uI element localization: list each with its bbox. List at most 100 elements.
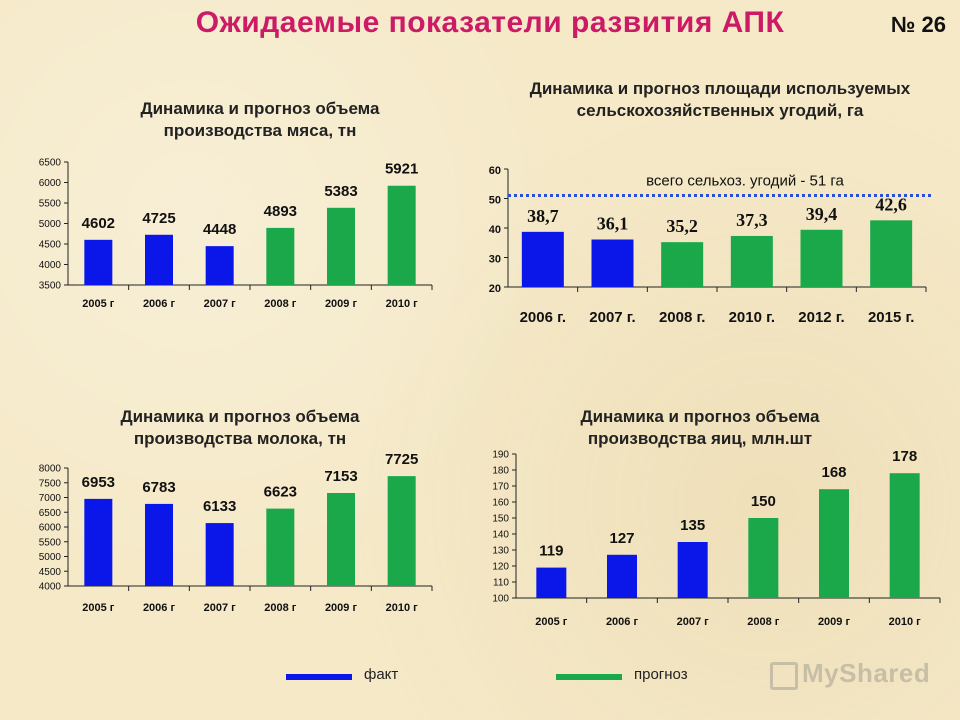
x-category-label: 2012 г.	[798, 309, 844, 326]
y-tick-label: 3500	[39, 281, 62, 292]
bar-value-label: 7153	[324, 468, 357, 485]
bar	[677, 542, 708, 598]
y-tick-label: 120	[492, 562, 509, 573]
y-tick-label: 6500	[39, 508, 62, 519]
y-tick-label: 130	[492, 546, 509, 557]
y-tick-label: 5000	[39, 552, 62, 563]
bar-value-label: 178	[892, 448, 917, 465]
x-category-label: 2005 г	[82, 298, 115, 310]
bar-value-label: 36,1	[597, 214, 629, 234]
y-tick-label: 140	[492, 530, 509, 541]
y-tick-label: 160	[492, 498, 509, 509]
y-tick-label: 180	[492, 466, 509, 477]
meat-chart-title: Динамика и прогноз объема производства м…	[140, 99, 380, 140]
x-category-label: 2008 г	[264, 298, 297, 310]
bar-value-label: 4893	[264, 203, 297, 220]
bar	[607, 554, 637, 598]
x-category-label: 2008 г	[747, 616, 780, 628]
bar	[266, 508, 295, 586]
legend-forecast-label: прогноз	[634, 666, 688, 683]
bar-value-label: 37,3	[736, 210, 768, 230]
y-tick-label: 50	[489, 195, 501, 207]
watermark-logo-icon	[770, 662, 798, 690]
eggs-chart-title: Динамика и прогноз объема производства я…	[580, 407, 820, 448]
bar	[591, 239, 634, 287]
bar	[387, 476, 416, 586]
bar	[266, 227, 295, 285]
bar-value-label: 6623	[264, 484, 297, 501]
y-tick-label: 4500	[39, 240, 62, 251]
y-tick-label: 6000	[39, 178, 62, 189]
bar	[661, 242, 704, 287]
bar	[521, 231, 564, 287]
page-title: Ожидаемые показатели развития АПК	[195, 6, 785, 39]
milk-chart: 4000 4500 5000 5500 6000 6500 7000 7500 8000 6953…	[39, 451, 433, 614]
legend-fact-label: факт	[364, 666, 399, 683]
y-tick-label: 6500	[39, 158, 62, 169]
y-tick-label: 4000	[39, 582, 62, 593]
x-category-label: 2008 г.	[659, 309, 705, 326]
eggs-chart: 100 110 120 130 140 150 160 170 180 190 119 2005 г 1…	[492, 448, 941, 628]
bar-value-label: 39,4	[806, 204, 838, 224]
y-tick-label: 5500	[39, 199, 62, 210]
bar-value-label: 127	[609, 530, 634, 547]
y-tick-label: 60	[489, 165, 501, 177]
x-category-label: 2010 г.	[729, 309, 775, 326]
bar-value-label: 168	[821, 464, 846, 481]
reference-line-label: всего сельхоз. угодий - 51 га	[646, 173, 844, 190]
bar-value-label: 42,6	[875, 194, 907, 214]
bar-value-label: 135	[680, 517, 705, 534]
x-category-label: 2006 г	[606, 616, 639, 628]
y-tick-label: 7000	[39, 493, 62, 504]
bar	[800, 229, 843, 287]
legend-fact-swatch	[286, 674, 352, 680]
bar	[84, 498, 113, 586]
bar-value-label: 150	[751, 493, 776, 510]
bar	[536, 567, 567, 598]
y-tick-label: 5500	[39, 537, 62, 548]
bar	[205, 246, 234, 285]
y-tick-label: 5000	[39, 219, 62, 230]
y-tick-label: 110	[493, 578, 509, 589]
bar	[819, 489, 849, 598]
bar-value-label: 35,2	[666, 216, 698, 236]
bar	[205, 523, 234, 586]
x-category-label: 2006 г	[143, 298, 176, 310]
y-tick-label: 20	[489, 283, 501, 295]
bar	[748, 518, 779, 598]
x-category-label: 2008 г	[264, 602, 297, 614]
bar	[84, 239, 113, 285]
bar-value-label: 119	[539, 543, 563, 560]
y-tick-label: 6000	[39, 523, 62, 534]
x-category-label: 2009 г	[325, 602, 358, 614]
land-chart-title: Динамика и прогноз площади используемых …	[529, 79, 911, 120]
x-category-label: 2009 г	[325, 298, 358, 310]
bar	[730, 235, 773, 287]
watermark: MyShared	[802, 658, 931, 688]
x-category-label: 2010 г	[386, 602, 419, 614]
x-category-label: 2005 г	[82, 602, 115, 614]
bar	[145, 503, 173, 586]
bar-value-label: 7725	[385, 451, 418, 468]
x-category-label: 2007 г	[204, 298, 237, 310]
bar-value-label: 5921	[385, 161, 418, 178]
bar-value-label: 6133	[203, 498, 236, 515]
land-chart: 20 30 40 50 60 38,7 2006 г. 36,1 2007 г. 35,2 2008…	[489, 165, 932, 326]
meat-chart: 3500 4000 4500 5000 5500 6000 6500 4602 2005 г 47…	[39, 158, 433, 310]
x-category-label: 2006 г.	[520, 309, 566, 326]
y-tick-label: 190	[492, 450, 509, 461]
bar-value-label: 5383	[324, 183, 357, 200]
x-category-label: 2007 г	[677, 616, 710, 628]
bar-value-label: 38,7	[527, 206, 559, 226]
y-tick-label: 7500	[39, 478, 62, 489]
bar-value-label: 6953	[82, 474, 115, 491]
x-category-label: 2006 г	[143, 602, 176, 614]
y-tick-label: 40	[489, 224, 501, 236]
y-tick-label: 100	[492, 594, 509, 605]
y-tick-label: 8000	[39, 464, 62, 475]
bar-value-label: 4602	[82, 215, 115, 232]
y-tick-label: 170	[492, 482, 509, 493]
y-tick-label: 150	[492, 514, 509, 525]
bar	[327, 492, 355, 586]
x-category-label: 2010 г	[386, 298, 419, 310]
